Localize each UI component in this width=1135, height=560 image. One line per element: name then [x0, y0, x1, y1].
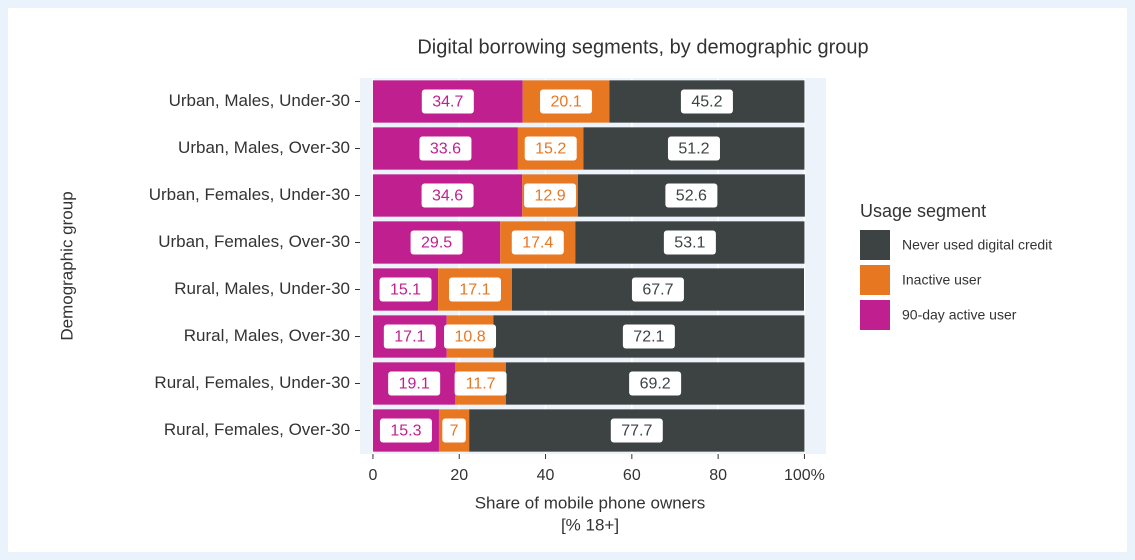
x-tick-label: 20	[450, 467, 468, 484]
y-tick-label: Rural, Males, Over-30	[184, 326, 350, 345]
y-tick-label: Urban, Males, Under-30	[169, 91, 350, 110]
value-label: 33.6	[430, 141, 461, 158]
value-label: 20.1	[550, 94, 581, 111]
x-tick-label: 100%	[784, 467, 825, 484]
value-label: 72.1	[633, 329, 664, 346]
x-tick-label: 80	[709, 467, 727, 484]
value-label-box	[524, 183, 577, 208]
value-label: 15.1	[390, 282, 421, 299]
y-tick-label: Rural, Females, Over-30	[164, 420, 350, 439]
legend-swatch	[860, 230, 890, 260]
value-label-box	[410, 230, 463, 255]
value-label: 69.2	[640, 376, 671, 393]
value-label: 17.4	[522, 235, 553, 252]
value-label: 15.2	[535, 141, 566, 158]
value-label: 29.5	[421, 235, 452, 252]
y-tick-label: Urban, Females, Under-30	[149, 185, 350, 204]
value-label: 17.1	[459, 282, 490, 299]
value-label-box	[622, 324, 675, 349]
value-label: 15.3	[390, 423, 421, 440]
y-tick-label: Rural, Females, Under-30	[154, 373, 350, 392]
x-tick-label: 40	[537, 467, 555, 484]
value-label-box	[421, 89, 474, 114]
legend-label: Never used digital credit	[902, 237, 1052, 253]
value-label-box	[379, 277, 432, 302]
value-label-box	[663, 230, 716, 255]
value-label-box	[540, 89, 593, 114]
legend-label: Inactive user	[902, 272, 982, 288]
value-label: 19.1	[399, 376, 430, 393]
y-tick-label: Urban, Females, Over-30	[158, 232, 350, 251]
value-label: 7	[450, 423, 459, 440]
value-label-box	[680, 89, 733, 114]
y-axis-label: Demographic group	[57, 191, 76, 340]
value-label: 45.2	[691, 94, 722, 111]
y-tick-label: Rural, Males, Under-30	[174, 279, 350, 298]
value-label: 67.7	[642, 282, 673, 299]
x-tick-label: 60	[623, 467, 641, 484]
legend-title: Usage segment	[860, 201, 986, 221]
value-label-box	[524, 136, 577, 161]
value-label-box	[448, 277, 501, 302]
x-axis-sublabel: [% 18+]	[561, 515, 619, 534]
value-label-box	[629, 371, 682, 396]
value-label: 10.8	[454, 329, 485, 346]
value-label-box	[610, 418, 663, 443]
x-tick-label: 0	[368, 467, 377, 484]
value-label: 77.7	[621, 423, 652, 440]
value-label-box	[379, 418, 432, 443]
value-label-box	[631, 277, 684, 302]
value-label-box	[442, 418, 466, 443]
chart-title: Digital borrowing segments, by demograph…	[417, 36, 868, 58]
value-label-box	[388, 371, 441, 396]
value-label-box	[444, 324, 497, 349]
value-label-box	[419, 136, 472, 161]
y-tick-label: Urban, Males, Over-30	[178, 138, 350, 157]
legend-swatch	[860, 300, 890, 330]
value-label: 11.7	[466, 376, 496, 393]
value-label-box	[665, 183, 718, 208]
value-label: 12.9	[534, 188, 565, 205]
legend-label: 90-day active user	[902, 307, 1017, 323]
value-label-box	[667, 136, 720, 161]
value-label: 17.1	[394, 329, 425, 346]
x-axis-label: Share of mobile phone owners	[475, 493, 706, 512]
value-label-box	[421, 183, 474, 208]
value-label: 34.6	[432, 188, 463, 205]
value-label: 53.1	[674, 235, 705, 252]
legend-swatch	[860, 265, 890, 295]
value-label: 51.2	[678, 141, 709, 158]
value-label-box	[511, 230, 564, 255]
value-label: 34.7	[432, 94, 463, 111]
value-label-box	[454, 371, 507, 396]
value-label: 52.6	[676, 188, 707, 205]
value-label-box	[383, 324, 436, 349]
